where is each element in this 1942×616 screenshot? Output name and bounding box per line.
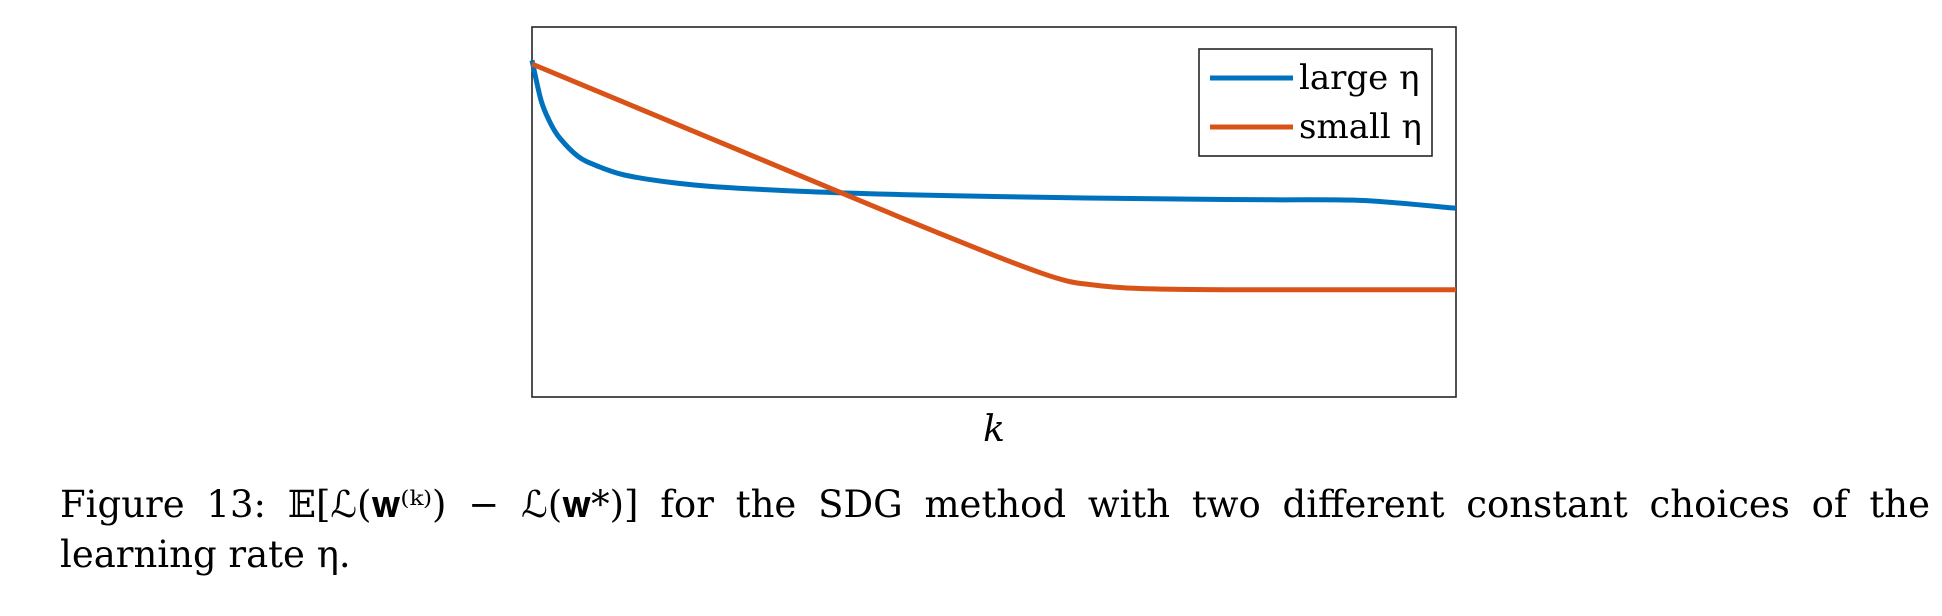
legend-box bbox=[1198, 48, 1433, 157]
legend-label-small: small η bbox=[1299, 107, 1422, 147]
caption-text: 𝔼[ℒ(𝐰⁽ᵏ⁾) − ℒ(𝐰*)] for the SDG method wi… bbox=[60, 483, 1930, 576]
series-line-small-eta bbox=[531, 61, 1456, 293]
legend-label-large: large η bbox=[1299, 58, 1419, 98]
series-line-large-eta bbox=[529, 59, 1457, 211]
caption-label: Figure 13: bbox=[60, 483, 266, 526]
legend: large η small η bbox=[1198, 48, 1433, 157]
x-axis-label: k bbox=[983, 409, 1005, 450]
series-layer bbox=[529, 59, 1457, 293]
plot-frame bbox=[531, 26, 1457, 398]
figure-caption: Figure 13: 𝔼[ℒ(𝐰⁽ᵏ⁾) − ℒ(𝐰*)] for the SD… bbox=[60, 480, 1930, 580]
